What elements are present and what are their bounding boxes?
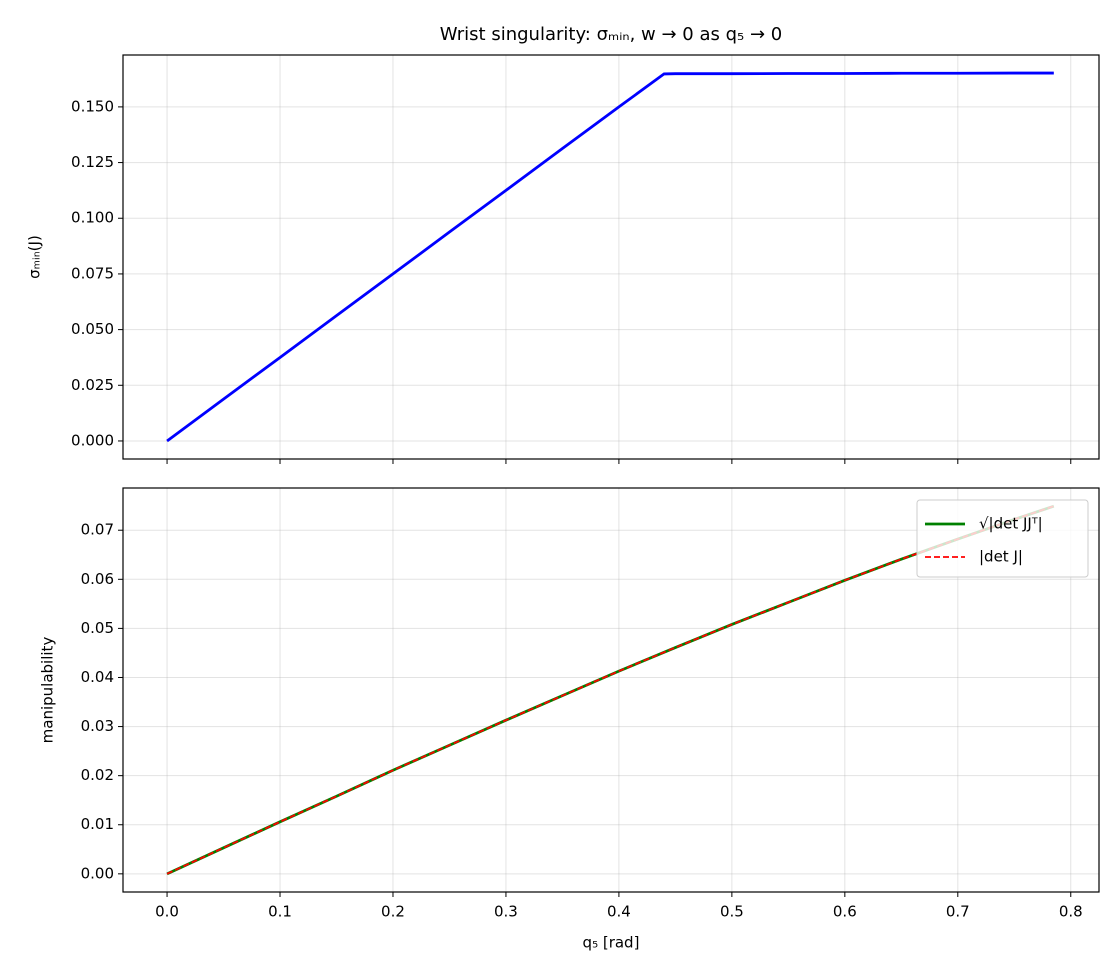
x-tick-label: 0.8 bbox=[1059, 903, 1083, 921]
y-tick-label: 0.050 bbox=[71, 320, 114, 338]
y-tick-label: 0.02 bbox=[81, 766, 114, 784]
legend-label: |det J| bbox=[979, 548, 1023, 566]
x-tick-label: 0.0 bbox=[155, 903, 179, 921]
y-axis-label: manipulability bbox=[39, 637, 57, 744]
x-tick-label: 0.2 bbox=[381, 903, 405, 921]
y-tick-label: 0.04 bbox=[81, 668, 114, 686]
axes-frame bbox=[122, 487, 1100, 893]
y-tick-label: 0.00 bbox=[81, 864, 114, 882]
x-tick-label: 0.6 bbox=[833, 903, 857, 921]
y-tick-label: 0.075 bbox=[71, 264, 114, 282]
y-tick-label: 0.000 bbox=[71, 431, 114, 449]
chart-title: Wrist singularity: σₘᵢₙ, w → 0 as q₅ → 0 bbox=[440, 24, 782, 45]
x-tick-label: 0.7 bbox=[946, 903, 970, 921]
y-tick-label: 0.125 bbox=[71, 153, 114, 171]
y-tick-label: 0.03 bbox=[81, 717, 114, 735]
y-tick-label: 0.07 bbox=[81, 521, 114, 539]
x-tick-label: 0.1 bbox=[268, 903, 292, 921]
y-tick-label: 0.150 bbox=[71, 97, 114, 115]
legend-label: √|det JJᵀ| bbox=[979, 515, 1043, 533]
y-tick-label: 0.025 bbox=[71, 376, 114, 394]
x-tick-label: 0.3 bbox=[494, 903, 518, 921]
y-tick-label: 0.05 bbox=[81, 619, 114, 637]
x-tick-label: 0.5 bbox=[720, 903, 744, 921]
y-tick-label: 0.06 bbox=[81, 570, 114, 588]
x-axis-label: q₅ [rad] bbox=[583, 934, 640, 952]
x-tick-label: 0.4 bbox=[607, 903, 631, 921]
y-tick-label: 0.100 bbox=[71, 209, 114, 227]
axes-frame bbox=[122, 54, 1100, 460]
y-tick-label: 0.01 bbox=[81, 815, 114, 833]
legend-box bbox=[916, 499, 1089, 578]
data-line bbox=[166, 71, 1054, 443]
y-axis-label: σₘᵢₙ(J) bbox=[26, 235, 44, 279]
